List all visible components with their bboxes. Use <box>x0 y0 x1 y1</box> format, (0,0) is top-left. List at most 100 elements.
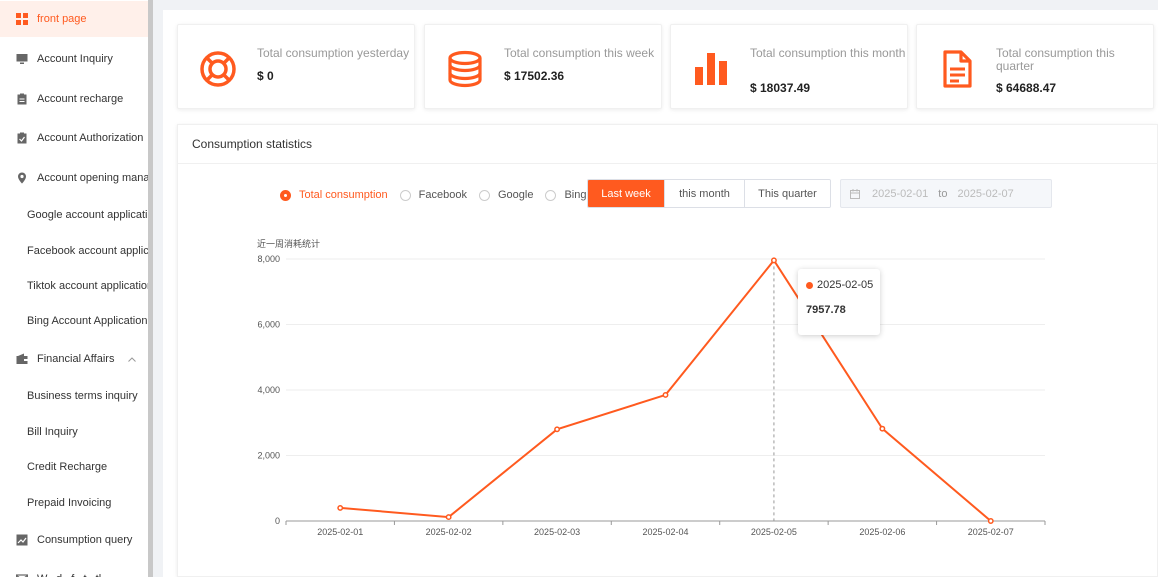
data-point <box>879 425 886 432</box>
sidebar-item-label: Account recharge <box>37 93 124 105</box>
tooltip-value: 7957.78 <box>806 304 846 316</box>
grid-icon <box>16 13 28 25</box>
radio-label: Bing <box>564 189 587 201</box>
sidebar-item-label: Account Inquiry <box>37 53 113 65</box>
sidebar-item-tiktok-account-application[interactable]: Tiktok account application <box>0 268 148 304</box>
card-title: Total consumption this week <box>504 46 655 60</box>
radio-dot[interactable] <box>280 189 291 201</box>
location-pin-icon <box>16 172 28 184</box>
mail-icon <box>16 573 28 577</box>
date-separator: to <box>938 187 948 200</box>
bar-chart-icon <box>695 53 727 85</box>
tooltip-date: 2025-02-05 <box>817 279 874 291</box>
sidebar-item-label: Bing Account Application <box>27 315 148 327</box>
sidebar-item-front-page[interactable]: front page <box>0 1 148 37</box>
sidebar-item-credit-recharge[interactable]: Credit Recharge <box>0 449 148 485</box>
y-tick-label: 8,000 <box>257 254 280 264</box>
radio-dot[interactable] <box>545 189 557 201</box>
sidebar-item-label: Account Authorization <box>37 132 144 144</box>
clipboard-icon <box>16 93 28 105</box>
sidebar-item-label: Consumption query <box>37 534 133 546</box>
sidebar-item-account-authorization[interactable]: Account Authorization <box>0 120 148 156</box>
date-end[interactable]: 2025-02-07 <box>957 187 1014 200</box>
monitor-icon <box>16 53 28 65</box>
card-value: $ 64688.47 <box>996 81 1057 95</box>
data-point <box>337 504 344 511</box>
chart-tooltip: 2025-02-05 7957.78 <box>798 269 880 335</box>
x-tick-label: 2025-02-06 <box>859 527 905 537</box>
sidebar-item-label: W...d...f...t...tl... <box>37 573 110 577</box>
period-segmented-control: Last week this month This quarter <box>587 179 831 208</box>
channel-radio-group: Total consumption Facebook Google Bing <box>280 189 599 201</box>
radio-label: Google <box>497 189 534 201</box>
main-content: Total consumption yesterday $ 0 Total co… <box>163 10 1158 577</box>
x-tick-label: 2025-02-05 <box>751 527 797 537</box>
sidebar-item-prepaid-invoicing[interactable]: Prepaid Invoicing <box>0 485 148 521</box>
sidebar-item-consumption-query[interactable]: Consumption query <box>0 522 148 558</box>
sidebar-item-bing-account-application[interactable]: Bing Account Application <box>0 303 148 339</box>
data-point <box>445 514 452 521</box>
radio-dot[interactable] <box>399 189 411 201</box>
date-range-picker[interactable]: 2025-02-01 to 2025-02-07 <box>840 179 1052 208</box>
card-month: Total consumption this month $ 18037.49 <box>670 24 908 109</box>
x-tick-label: 2025-02-02 <box>426 527 472 537</box>
sidebar-item-w-d-f-t-tl[interactable]: W...d...f...t...tl... <box>0 561 148 577</box>
card-title: Total consumption yesterday <box>257 46 410 60</box>
sidebar-item-account-opening-mana[interactable]: Account opening mana <box>0 160 148 196</box>
x-tick-label: 2025-02-03 <box>534 527 580 537</box>
radio-bing[interactable]: Bing <box>545 189 587 201</box>
sidebar-item-account-inquiry[interactable]: Account Inquiry <box>0 41 148 77</box>
radio-label: Facebook <box>418 189 467 201</box>
sidebar-item-label: Business terms inquiry <box>27 390 138 402</box>
card-quarter: Total consumption this quarter $ 64688.4… <box>916 24 1154 109</box>
sidebar-item-account-recharge[interactable]: Account recharge <box>0 81 148 117</box>
x-tick-label: 2025-02-04 <box>642 527 688 537</box>
coins-stack-icon <box>448 50 482 88</box>
consumption-line-chart: 近一周消耗统计 8,000 6,000 4,000 2,000 0 2025-02-01 20… <box>257 238 1046 537</box>
tab-last-week[interactable]: Last week <box>588 180 664 207</box>
radio-label: Total consumption <box>299 189 388 201</box>
tab-this-quarter[interactable]: This quarter <box>744 180 830 207</box>
sidebar-item-financial-affairs[interactable]: Financial Affairs <box>0 341 148 377</box>
sidebar-item-facebook-account-applica[interactable]: Facebook account applica <box>0 233 148 269</box>
sidebar-item-label: Bill Inquiry <box>27 426 78 438</box>
card-title: Total consumption this month <box>750 46 906 60</box>
x-tick-label: 2025-02-01 <box>317 527 363 537</box>
sidebar-item-google-account-applicatio[interactable]: Google account applicatio <box>0 197 148 233</box>
calendar-icon <box>850 188 860 199</box>
clipboard-check-icon <box>16 132 28 144</box>
card-yesterday: Total consumption yesterday $ 0 <box>177 24 415 109</box>
data-point <box>770 257 777 264</box>
sidebar-item-label: Prepaid Invoicing <box>27 497 112 509</box>
card-week: Total consumption this week $ 17502.36 <box>424 24 662 109</box>
sidebar-item-label: Credit Recharge <box>27 461 108 473</box>
sidebar-item-business-terms-inquiry[interactable]: Business terms inquiry <box>0 378 148 414</box>
y-tick-label: 4,000 <box>257 385 280 395</box>
sidebar-item-bill-inquiry[interactable]: Bill Inquiry <box>0 414 148 450</box>
radio-dot[interactable] <box>478 189 490 201</box>
sidebar: front page Account Inquiry Account recharg… <box>0 0 148 577</box>
lifebuoy-icon <box>200 51 236 87</box>
y-tick-label: 0 <box>275 516 280 526</box>
card-title: Total consumption this quarter <box>996 46 1115 73</box>
chart-title: 近一周消耗统计 <box>257 238 320 250</box>
document-icon <box>943 50 972 88</box>
consumption-statistics-panel: Consumption statistics Total consumption… <box>177 124 1158 577</box>
sidebar-item-label: front page <box>37 13 87 25</box>
series-dot <box>806 281 813 289</box>
data-point <box>987 518 994 524</box>
tooltip-date-row: 2025-02-05 <box>806 279 873 291</box>
chevron-up-icon <box>128 354 137 364</box>
radio-facebook[interactable]: Facebook <box>399 189 467 201</box>
sidebar-item-label: Facebook account applica <box>27 245 148 257</box>
sidebar-item-label: Tiktok account application <box>27 280 148 292</box>
radio-google[interactable]: Google <box>478 189 534 201</box>
tab-this-month[interactable]: this month <box>664 180 744 207</box>
card-value: $ 18037.49 <box>750 81 811 95</box>
date-start[interactable]: 2025-02-01 <box>872 187 929 200</box>
panel-title: Consumption statistics <box>192 137 313 151</box>
sidebar-scrollbar[interactable] <box>148 0 153 577</box>
sidebar-item-label: Financial Affairs <box>37 353 115 365</box>
radio-total-consumption[interactable]: Total consumption <box>280 189 388 201</box>
card-value: $ 17502.36 <box>504 69 565 83</box>
